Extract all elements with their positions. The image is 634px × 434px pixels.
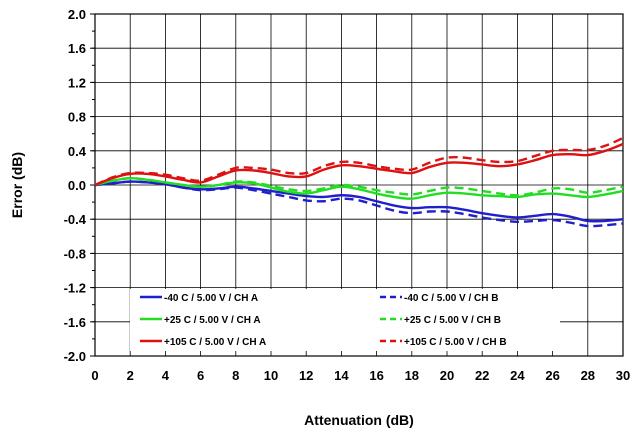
x-tick-label: 22 [475, 368, 489, 383]
x-tick-label: 0 [91, 368, 98, 383]
legend: -40 C / 5.00 V / CH A -40 C / 5.00 V / CH… [130, 289, 560, 351]
x-tick-label: 26 [545, 368, 559, 383]
x-tick-label: 20 [440, 368, 454, 383]
y-tick-label: -1.6 [64, 315, 86, 330]
y-tick-label: 0.4 [68, 144, 87, 159]
x-tick-label: 18 [405, 368, 419, 383]
legend-label-5: +105 C / 5.00 V / CH A [164, 337, 266, 348]
legend-label-1: -40 C / 5.00 V / CH A [164, 293, 258, 304]
y-tick-label: 2.0 [68, 7, 86, 22]
series-layer [94, 136, 624, 228]
y-tick-label: 1.2 [68, 75, 86, 90]
y-tick-label: 1.6 [68, 41, 86, 56]
y-tick-label: 0.0 [68, 178, 86, 193]
axes: 0 2 4 6 8 10 12 14 16 18 20 22 24 26 28 302.01.61.20.80… [64, 7, 631, 383]
legend-box [130, 289, 560, 351]
x-axis-title: Attenuation (dB) [304, 412, 414, 428]
x-tick-label: 16 [369, 368, 383, 383]
series-line-4 [94, 176, 624, 197]
y-tick-label: -1.2 [64, 281, 86, 296]
x-tick-label: 10 [264, 368, 278, 383]
x-tick-label: 30 [616, 368, 630, 383]
series-line-2 [94, 180, 624, 228]
y-axis-title: Error (dB) [9, 152, 25, 218]
legend-label-2: -40 C / 5.00 V / CH B [404, 293, 498, 304]
series-line-5 [94, 142, 624, 187]
x-tick-label: 4 [162, 368, 170, 383]
x-tick-label: 2 [127, 368, 134, 383]
x-tick-label: 24 [510, 368, 525, 383]
x-tick-label: 8 [232, 368, 239, 383]
y-tick-label: -2.0 [64, 349, 86, 364]
x-tick-label: 12 [299, 368, 313, 383]
legend-label-4: +25 C / 5.00 V / CH B [404, 315, 501, 326]
y-tick-label: -0.8 [64, 246, 86, 261]
series-line-6 [94, 136, 624, 187]
x-tick-label: 14 [334, 368, 349, 383]
legend-label-6: +105 C / 5.00 V / CH B [404, 337, 507, 348]
y-tick-label: 0.8 [68, 110, 86, 125]
y-tick-label: -0.4 [64, 212, 87, 227]
x-tick-label: 6 [197, 368, 204, 383]
legend-label-3: +25 C / 5.00 V / CH A [164, 315, 261, 326]
x-tick-label: 28 [581, 368, 595, 383]
